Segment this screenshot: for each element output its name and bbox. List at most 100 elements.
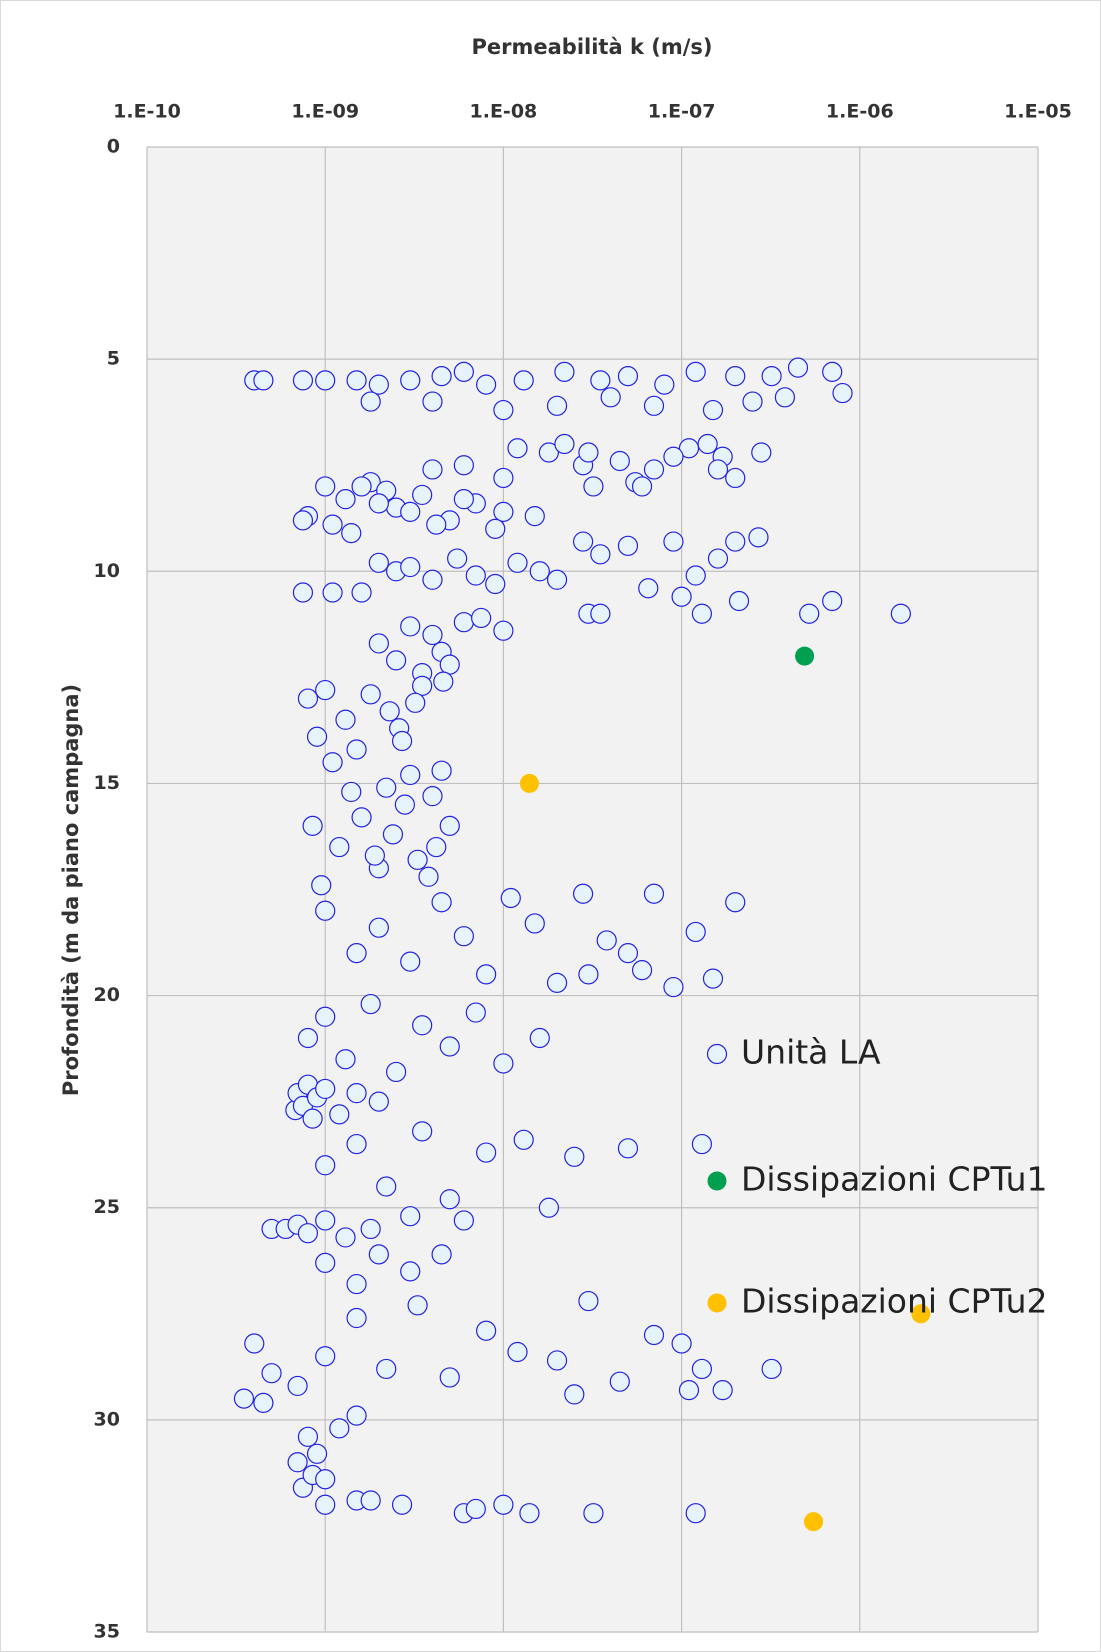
point [500, 887, 521, 909]
point [572, 531, 594, 552]
point [493, 1053, 514, 1074]
point [405, 692, 426, 713]
point [412, 484, 433, 506]
point [360, 1490, 381, 1511]
point [400, 370, 421, 391]
point [493, 1494, 514, 1515]
point [351, 582, 372, 603]
point [433, 671, 454, 692]
x-tick-label: 1.E-08 [470, 101, 538, 123]
point [529, 561, 550, 582]
point [407, 1295, 428, 1316]
point [578, 442, 599, 463]
point [439, 815, 460, 836]
point [346, 1405, 367, 1426]
y-tick-label: 25 [94, 1196, 120, 1218]
point [471, 607, 492, 629]
point [643, 1324, 665, 1346]
point [725, 531, 746, 552]
point [287, 1452, 308, 1473]
point [663, 976, 684, 998]
point [322, 514, 343, 535]
point [306, 1443, 328, 1464]
point [315, 1155, 336, 1176]
point [297, 1223, 319, 1244]
point [335, 1049, 356, 1070]
point [663, 531, 684, 552]
point [596, 930, 617, 951]
y-tick-label: 10 [94, 560, 120, 582]
point [583, 476, 604, 497]
x-tick-label: 1.E-10 [113, 101, 181, 123]
y-axis-title: Profondità (m da piano campagna) [59, 684, 83, 1096]
point [578, 964, 599, 985]
point [346, 1307, 367, 1329]
legend-label: Unità LA [741, 1033, 881, 1072]
point [654, 374, 675, 395]
point [315, 370, 336, 391]
point [707, 548, 729, 569]
point [244, 1333, 265, 1354]
point [297, 1027, 319, 1049]
point [360, 993, 381, 1015]
point [453, 489, 474, 510]
point [412, 1015, 433, 1036]
point [346, 943, 367, 964]
point [617, 1138, 639, 1159]
point [507, 438, 528, 459]
point [761, 366, 782, 387]
point [447, 548, 468, 569]
point [751, 442, 772, 463]
point [702, 968, 724, 989]
point [742, 391, 763, 412]
point [685, 361, 706, 382]
point [364, 845, 385, 866]
point [519, 1503, 540, 1524]
point [322, 752, 343, 773]
point [631, 960, 653, 981]
point [431, 892, 452, 913]
point [748, 527, 769, 548]
point [799, 603, 820, 624]
point [386, 650, 407, 671]
point [643, 395, 665, 416]
point [712, 1380, 733, 1401]
point [546, 569, 568, 590]
point [725, 366, 746, 387]
point [493, 620, 514, 641]
point [671, 1333, 692, 1354]
point [315, 1346, 336, 1367]
point [554, 361, 575, 382]
point [439, 1367, 460, 1388]
point [400, 1261, 421, 1282]
point [400, 501, 421, 522]
point [617, 535, 639, 556]
point [329, 1418, 350, 1439]
point [725, 467, 746, 489]
point [253, 1392, 274, 1413]
point [368, 493, 389, 514]
point [335, 489, 356, 510]
point [341, 522, 362, 544]
point [360, 684, 381, 705]
point [431, 1244, 452, 1265]
point [379, 701, 400, 722]
point [578, 1290, 599, 1312]
point [609, 450, 630, 472]
point [564, 1384, 585, 1405]
point [476, 1142, 497, 1163]
point [376, 1176, 397, 1197]
point [329, 836, 350, 858]
point [538, 442, 559, 463]
point [804, 1512, 824, 1532]
point [368, 552, 389, 573]
point [453, 926, 474, 947]
point [261, 1363, 282, 1384]
point [426, 836, 447, 858]
point [292, 510, 314, 531]
point [513, 1129, 534, 1150]
point [400, 616, 421, 637]
point [322, 582, 343, 603]
point [439, 1036, 460, 1057]
point [590, 544, 611, 565]
